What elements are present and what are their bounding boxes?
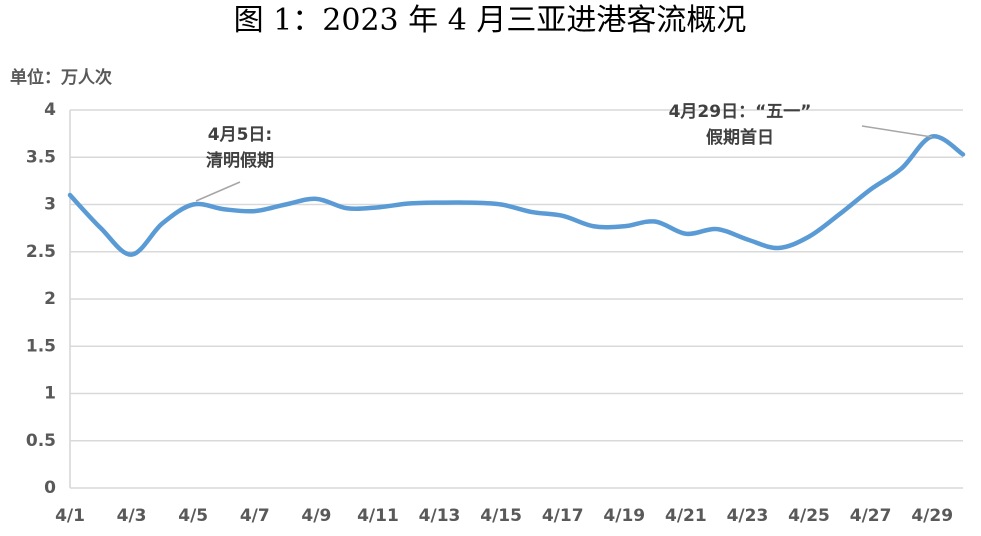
y-tick-label: 2 [44, 289, 56, 309]
x-tick-label: 4/21 [665, 506, 707, 526]
y-tick-label: 3 [44, 195, 56, 215]
annotation-leader [195, 181, 241, 202]
x-tick-label: 4/5 [178, 506, 208, 526]
x-tick-label: 4/1 [55, 506, 85, 526]
x-tick-label: 4/11 [357, 506, 399, 526]
y-tick-label: 0 [44, 478, 56, 498]
x-tick-label: 4/7 [240, 506, 270, 526]
y-tick-label: 4 [44, 100, 56, 120]
x-tick-label: 4/13 [419, 506, 461, 526]
y-axis-label: 单位：万人次 [10, 67, 112, 88]
y-tick-label: 1 [44, 384, 56, 404]
annotation: 4月5日: [208, 125, 272, 145]
x-tick-label: 4/19 [603, 506, 645, 526]
line-series [67, 134, 966, 257]
annotation-leader [861, 125, 933, 138]
y-tick-label: 1.5 [26, 336, 56, 356]
x-tick-label: 4/9 [301, 506, 331, 526]
annotation: 清明假期 [206, 150, 274, 171]
x-tick-label: 4/29 [911, 506, 953, 526]
x-tick-label: 4/25 [788, 506, 830, 526]
y-tick-label: 2.5 [26, 242, 56, 262]
y-tick-label: 0.5 [26, 431, 56, 451]
chart-title: 图 1：2023 年 4 月三亚进港客流概况 [234, 3, 747, 38]
x-tick-label: 4/27 [850, 506, 892, 526]
y-tick-label: 3.5 [26, 147, 56, 167]
x-tick-label: 4/3 [117, 506, 147, 526]
x-tick-label: 4/15 [480, 506, 522, 526]
x-tick-label: 4/17 [542, 506, 584, 526]
x-tick-label: 4/23 [727, 506, 769, 526]
annotation: 假期首日 [706, 127, 774, 148]
annotation: 4月29日：“五一” [669, 102, 812, 122]
